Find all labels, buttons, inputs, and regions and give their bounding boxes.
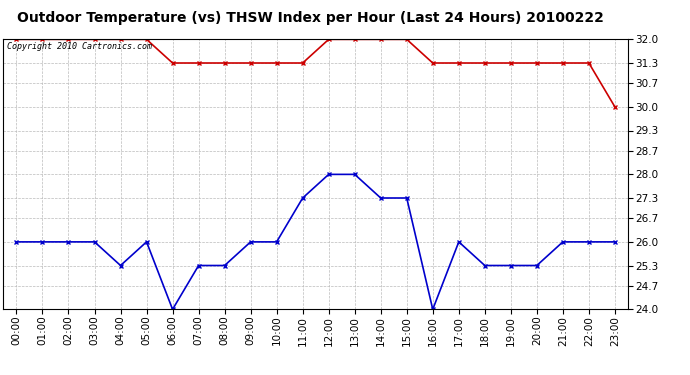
Text: Copyright 2010 Cartronics.com: Copyright 2010 Cartronics.com bbox=[7, 42, 152, 51]
Text: Outdoor Temperature (vs) THSW Index per Hour (Last 24 Hours) 20100222: Outdoor Temperature (vs) THSW Index per … bbox=[17, 11, 604, 25]
